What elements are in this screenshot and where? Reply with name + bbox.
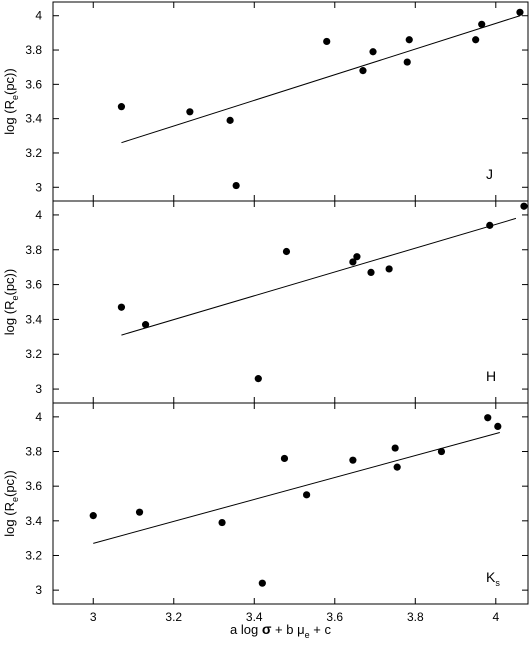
data-point — [353, 253, 361, 261]
x-tick-label: 3.6 — [326, 610, 343, 624]
y-tick-label: 3.2 — [25, 548, 42, 562]
band-label: H — [486, 368, 496, 384]
data-point — [367, 268, 375, 276]
plot-frame — [52, 402, 529, 605]
x-tick-label: 3 — [90, 610, 97, 624]
data-point — [486, 221, 494, 229]
fit-line — [121, 217, 517, 336]
y-tick-label: 3.8 — [25, 43, 42, 57]
data-point — [478, 20, 486, 28]
y-tick-label: 4 — [35, 9, 42, 23]
data-point — [391, 444, 399, 452]
y-tick-label: 4 — [35, 208, 42, 222]
y-tick-label: 3.6 — [25, 278, 42, 292]
data-point — [186, 108, 194, 116]
y-tick-label: 3.4 — [25, 112, 42, 126]
y-tick-label: 3.2 — [25, 146, 42, 160]
y-axis-label: log (Re(pc)) — [2, 68, 20, 134]
plot-frame — [52, 1, 529, 202]
data-point — [349, 456, 357, 464]
data-point — [117, 103, 126, 111]
data-point — [117, 303, 126, 311]
data-point — [369, 48, 377, 56]
y-tick-label: 3.6 — [25, 77, 42, 91]
y-tick-label: 3.2 — [25, 347, 42, 361]
x-tick-label: 3.8 — [407, 610, 424, 624]
panel-Ks: 3 3.2 3.4 3.6 3.8 4 3 3.2 3.4 3.6 3.8 4 Ks log (Re(pc… — [2, 402, 529, 640]
data-point — [385, 265, 393, 273]
fit-line — [93, 431, 500, 544]
data-point — [141, 321, 150, 329]
data-point — [254, 375, 262, 383]
y-tick-label: 3.4 — [25, 514, 42, 528]
data-point — [303, 491, 311, 499]
y-tick-label: 3.4 — [25, 312, 42, 326]
data-point — [359, 67, 367, 75]
band-label: J — [486, 166, 493, 182]
x-tick-label: 3.4 — [246, 610, 263, 624]
data-point — [393, 463, 401, 471]
data-point — [280, 454, 289, 463]
x-tick-label: 4 — [492, 610, 499, 624]
data-point — [349, 258, 357, 266]
y-tick-label: 4 — [35, 410, 42, 424]
data-point — [494, 422, 502, 430]
data-point — [437, 447, 446, 456]
y-tick-label: 3.8 — [25, 445, 42, 459]
x-tick-label: 3.2 — [165, 610, 182, 624]
y-tick-label: 3 — [35, 382, 42, 396]
data-point — [323, 37, 331, 46]
data-point — [258, 579, 266, 587]
data-point — [135, 508, 144, 516]
y-tick-label: 3.6 — [25, 479, 42, 493]
data-point — [520, 202, 528, 210]
x-axis-label: a log σ + b μe + c — [230, 621, 331, 640]
data-point — [484, 414, 492, 422]
y-axis-label: log (Re(pc)) — [2, 470, 20, 536]
data-point — [403, 58, 411, 66]
data-point — [472, 36, 480, 44]
data-point — [405, 36, 413, 44]
data-point — [282, 247, 291, 256]
plot-frame — [52, 200, 529, 404]
data-point — [226, 116, 234, 124]
data-point — [516, 8, 524, 16]
data-point — [89, 512, 97, 520]
y-tick-label: 3.8 — [25, 243, 42, 257]
y-axis-label: log (Re(pc)) — [2, 269, 20, 335]
y-tick-label: 3 — [35, 180, 42, 194]
data-point — [232, 181, 240, 190]
fit-line — [121, 15, 521, 144]
data-point — [218, 518, 226, 527]
band-label: Ks — [486, 569, 500, 588]
y-tick-label: 3 — [35, 583, 42, 597]
